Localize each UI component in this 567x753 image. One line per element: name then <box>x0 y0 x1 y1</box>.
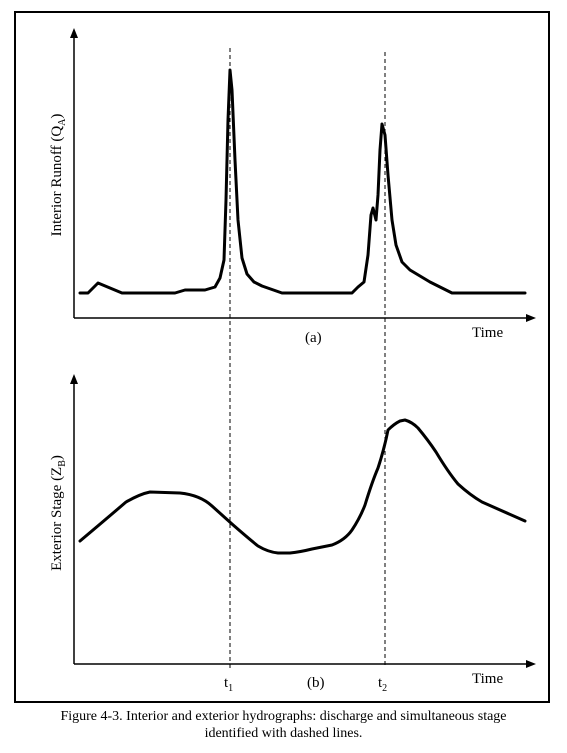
panel-b-axes <box>70 374 536 668</box>
panel-b-x-arrow <box>526 660 536 668</box>
interior-runoff-curve <box>78 68 527 295</box>
panel-a-axes <box>70 28 536 322</box>
panel-a-tag: (a) <box>305 330 322 346</box>
figure-caption: Figure 4-3. Interior and exterior hydrog… <box>0 708 567 742</box>
panel-b-y-label: Exterior Stage (ZB) <box>49 455 68 571</box>
panel-a-x-label: Time <box>472 325 503 341</box>
panel-a-y-label: Interior Runoff (QA) <box>49 114 68 237</box>
figure-frame <box>14 11 550 703</box>
panel-a-y-arrow <box>70 28 78 38</box>
panel-a-x-arrow <box>526 314 536 322</box>
t1-label: t1 <box>224 675 233 694</box>
panel-b-tag: (b) <box>307 675 325 691</box>
exterior-stage-curve <box>78 418 527 555</box>
panel-b-x-label: Time <box>472 671 503 687</box>
caption-line-2: identified with dashed lines. <box>204 726 363 741</box>
t2-label: t2 <box>378 675 387 694</box>
caption-line-1: Figure 4-3. Interior and exterior hydrog… <box>60 709 507 724</box>
panel-b-y-arrow <box>70 374 78 384</box>
